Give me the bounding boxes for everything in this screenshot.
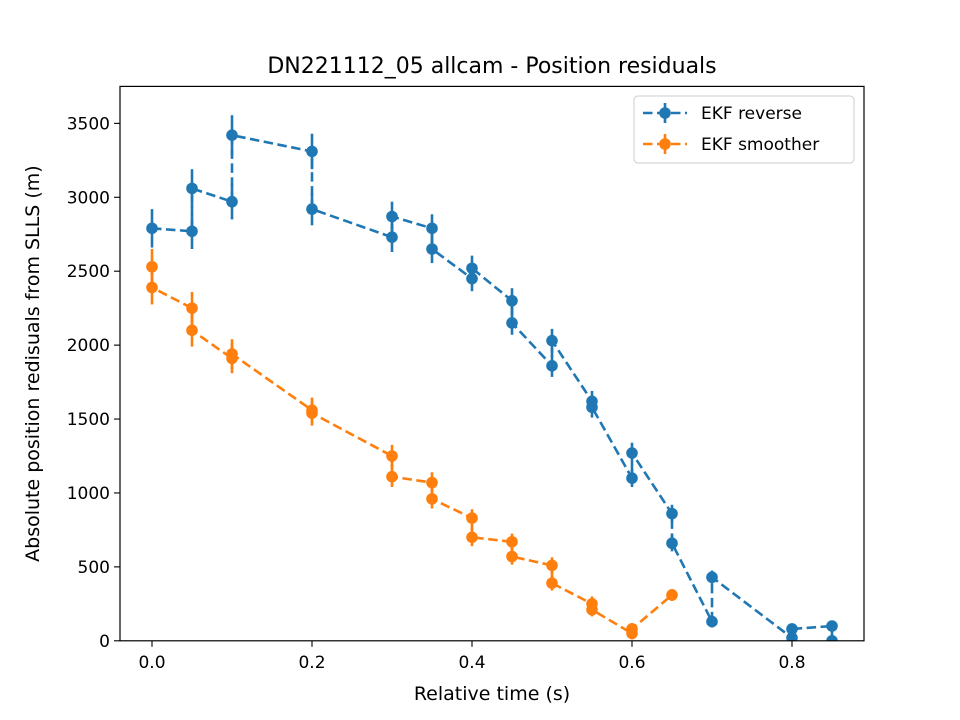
legend-label: EKF reverse xyxy=(701,104,802,124)
data-point xyxy=(466,512,478,524)
x-tick-label: 0.0 xyxy=(138,653,165,673)
x-tick-label: 0.8 xyxy=(778,653,805,673)
data-point xyxy=(386,231,398,243)
data-point xyxy=(426,243,438,255)
data-point xyxy=(506,550,518,563)
data-point xyxy=(666,507,678,520)
y-tick-label: 3500 xyxy=(67,114,110,134)
y-tick-label: 2000 xyxy=(67,336,110,356)
data-point xyxy=(186,302,198,314)
chart-title: DN221112_05 allcam - Position residuals xyxy=(267,54,716,79)
data-point xyxy=(666,589,678,601)
data-point xyxy=(626,623,638,635)
y-tick-label: 1500 xyxy=(67,410,110,430)
y-tick-label: 1000 xyxy=(67,484,110,504)
series-ekf-smoother xyxy=(146,249,678,640)
data-point xyxy=(226,129,238,141)
y-tick-label: 3000 xyxy=(67,188,110,208)
data-point xyxy=(466,272,478,285)
legend-marker-swatch xyxy=(659,138,671,150)
data-point xyxy=(306,407,318,419)
data-point xyxy=(306,145,318,158)
x-tick-label: 0.2 xyxy=(298,653,325,673)
data-point xyxy=(666,537,678,550)
x-axis-label: Relative time (s) xyxy=(414,683,570,705)
legend-label: EKF smoother xyxy=(701,135,819,155)
data-point xyxy=(186,225,198,238)
data-point xyxy=(546,360,558,372)
data-point xyxy=(546,559,558,572)
data-point xyxy=(146,281,158,294)
legend-entry: EKF smoother xyxy=(643,134,819,155)
data-point xyxy=(506,294,518,307)
data-point xyxy=(306,203,318,215)
data-point xyxy=(466,531,478,544)
x-tick-label: 0.6 xyxy=(618,653,645,673)
y-axis-label: Absolute position redisuals from SLLS (m… xyxy=(22,165,44,562)
data-point xyxy=(226,348,238,360)
data-point xyxy=(146,260,158,273)
data-point xyxy=(186,182,198,195)
data-point xyxy=(466,262,478,275)
data-point xyxy=(706,571,718,584)
data-point xyxy=(706,615,718,628)
data-point xyxy=(426,493,438,505)
data-point xyxy=(786,623,798,635)
y-axis: 0 500 1000 1500 2000 2500 3000 3500 xyxy=(67,114,120,652)
data-point xyxy=(186,324,198,337)
data-point xyxy=(426,222,438,235)
data-point xyxy=(586,603,598,616)
y-tick-label: 500 xyxy=(78,558,110,578)
data-point xyxy=(386,210,398,223)
data-point xyxy=(506,317,518,329)
data-point xyxy=(546,577,558,589)
data-point xyxy=(826,620,838,632)
legend-entry: EKF reverse xyxy=(643,103,802,124)
y-tick-label: 0 xyxy=(99,632,110,652)
data-point xyxy=(386,470,398,483)
x-tick-label: 0.4 xyxy=(458,653,485,673)
data-point xyxy=(146,222,158,235)
legend-marker-swatch xyxy=(659,107,671,119)
data-point xyxy=(626,472,638,484)
data-point xyxy=(386,450,398,462)
data-point xyxy=(826,635,838,641)
data-point xyxy=(506,535,518,548)
legend: EKF reverse EKF smoother xyxy=(633,95,855,164)
series-layer xyxy=(146,115,838,641)
x-axis: 0.0 0.2 0.4 0.6 0.8 xyxy=(138,640,806,673)
plot-frame xyxy=(119,85,865,642)
series-ekf-reverse xyxy=(146,115,838,641)
data-point xyxy=(426,476,438,489)
data-point xyxy=(586,401,598,414)
data-point xyxy=(786,632,798,641)
y-tick-label: 2500 xyxy=(67,262,110,282)
data-point xyxy=(226,195,238,208)
data-point xyxy=(626,447,638,459)
legend-box xyxy=(633,95,855,164)
data-point xyxy=(546,334,558,347)
